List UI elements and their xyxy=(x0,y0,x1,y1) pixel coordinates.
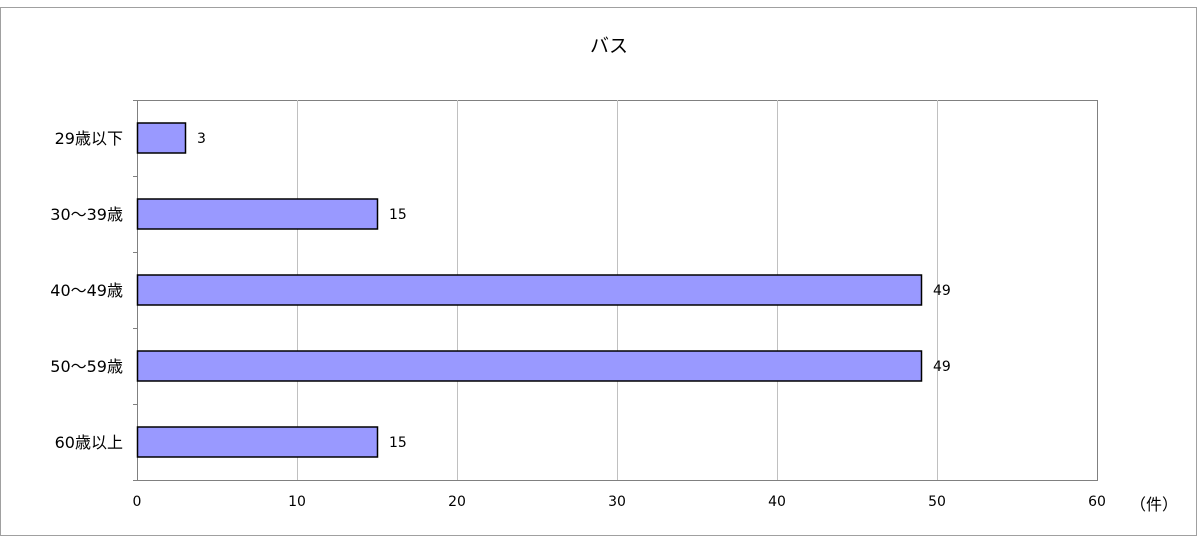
bar xyxy=(136,122,187,154)
data-labels: 3 15 49 49 15 xyxy=(197,131,951,451)
x-tick-label: 60 xyxy=(1088,494,1106,510)
x-tick-label: 50 xyxy=(928,494,946,510)
category-label: 30～39歳 xyxy=(50,205,123,224)
category-labels: 29歳以下 30～39歳 40～49歳 50～59歳 60歳以上 xyxy=(50,129,123,452)
data-label: 15 xyxy=(389,435,407,451)
bars xyxy=(136,122,923,458)
bar xyxy=(136,426,379,458)
x-tick-label: 40 xyxy=(768,494,786,510)
chart-title: バス xyxy=(590,35,628,57)
bar xyxy=(136,198,379,230)
x-tick-label: 0 xyxy=(133,494,142,510)
x-axis-unit-label: （件） xyxy=(1130,495,1178,514)
bar xyxy=(136,350,923,382)
bar xyxy=(136,274,923,306)
x-tick-labels: 0 10 20 30 40 50 60 xyxy=(133,494,1106,510)
x-tick-label: 20 xyxy=(448,494,466,510)
data-label: 3 xyxy=(197,131,206,147)
data-label: 15 xyxy=(389,207,407,223)
data-label: 49 xyxy=(933,359,951,375)
data-label: 49 xyxy=(933,283,951,299)
x-tick-label: 30 xyxy=(608,494,626,510)
category-label: 60歳以上 xyxy=(55,433,123,452)
category-label: 50～59歳 xyxy=(50,357,123,376)
category-label: 40～49歳 xyxy=(50,281,123,300)
category-label: 29歳以下 xyxy=(55,129,123,148)
x-tick-label: 10 xyxy=(288,494,306,510)
